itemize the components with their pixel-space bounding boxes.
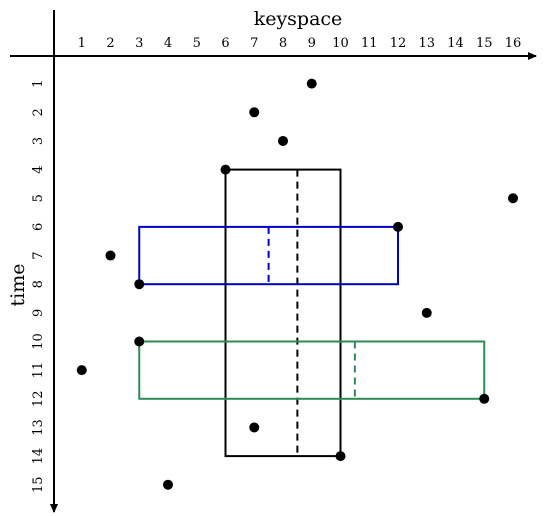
x-tick-label: 3 <box>135 36 143 51</box>
data-point <box>134 336 145 347</box>
y-tick-label: 13 <box>31 419 46 436</box>
points-layer <box>76 78 518 490</box>
x-tick-label: 13 <box>418 36 435 51</box>
y-tick-label: 3 <box>31 137 46 145</box>
x-tick-label: 9 <box>308 36 316 51</box>
data-point <box>479 393 490 404</box>
boxes-layer <box>138 168 486 458</box>
ticks-layer: 1 2 3 4 5 6 7 8 9 10 11 12 13 14 15 1612345678910111213… <box>31 36 521 493</box>
data-point <box>306 78 317 89</box>
x-tick-label: 2 <box>106 36 114 51</box>
data-point <box>393 221 403 232</box>
y-tick-label: 4 <box>31 165 46 173</box>
black-box <box>224 168 342 458</box>
x-tick-label: 1 <box>78 36 86 51</box>
x-tick-label: 6 <box>221 36 229 51</box>
x-tick-label: 15 <box>476 36 493 51</box>
data-point <box>278 135 288 146</box>
y-tick-label: 5 <box>31 194 46 202</box>
data-point <box>249 422 260 433</box>
y-tick-label: 15 <box>31 476 46 493</box>
data-point <box>105 250 116 261</box>
keyspace-axis-title: keyspace <box>254 8 343 30</box>
y-tick-label: 11 <box>31 362 46 379</box>
y-tick-label: 8 <box>31 280 46 288</box>
x-tick-label: 14 <box>447 36 464 51</box>
y-tick-label: 1 <box>31 80 46 88</box>
time-axis-title: time <box>7 264 29 307</box>
data-point <box>163 479 173 490</box>
data-point <box>134 279 145 290</box>
x-tick-label: 4 <box>164 36 172 51</box>
axes-layer: keyspace time <box>7 8 537 513</box>
data-point <box>335 451 346 462</box>
green-box <box>138 340 486 400</box>
data-point <box>421 307 432 318</box>
x-tick-label: 5 <box>193 36 201 51</box>
x-tick-label: 12 <box>390 36 407 51</box>
y-tick-label: 6 <box>31 223 46 231</box>
x-tick-label: 11 <box>361 36 378 51</box>
x-tick-label: 16 <box>505 36 522 51</box>
x-tick-label: 7 <box>250 36 258 51</box>
y-tick-label: 12 <box>31 391 46 408</box>
y-tick-label: 14 <box>31 448 46 465</box>
data-point <box>508 193 518 204</box>
y-tick-label: 7 <box>31 251 46 259</box>
y-tick-label: 10 <box>31 333 46 350</box>
data-point <box>220 164 231 175</box>
data-point <box>249 107 260 118</box>
y-tick-label: 9 <box>31 309 46 317</box>
data-point <box>76 365 87 376</box>
x-tick-label: 10 <box>332 36 349 51</box>
y-tick-label: 2 <box>31 108 46 116</box>
x-tick-label: 8 <box>279 36 287 51</box>
